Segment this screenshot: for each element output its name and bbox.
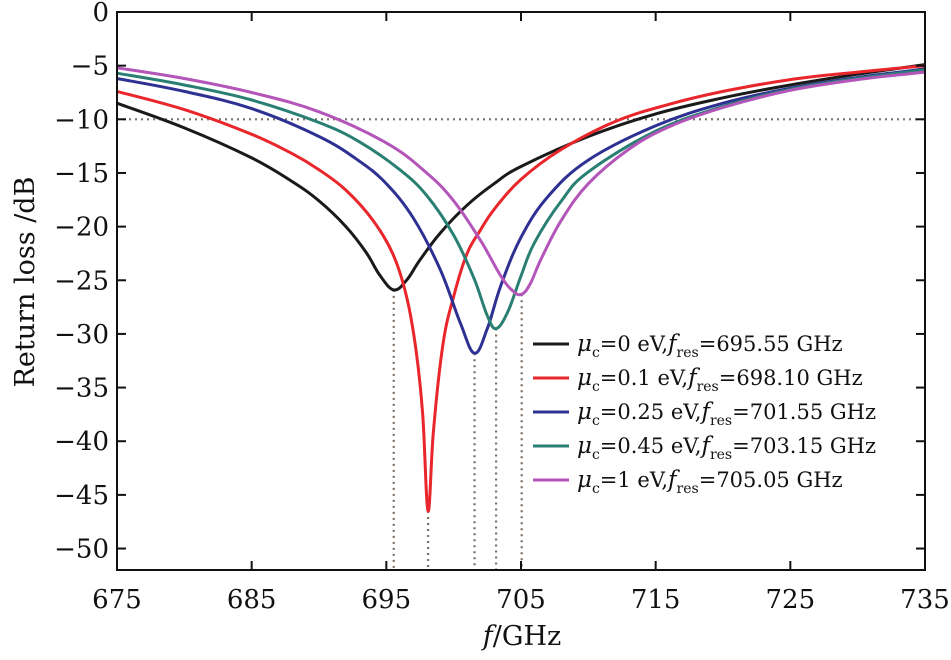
x-axis-title: f/GHz	[481, 621, 561, 652]
y-tick-label: −45	[54, 481, 109, 511]
series-line	[116, 63, 926, 292]
axis-ticks	[116, 11, 926, 570]
y-tick-label: −35	[54, 374, 109, 404]
y-tick-label: −15	[54, 159, 109, 189]
series-line	[116, 67, 926, 355]
x-tick-label: 685	[227, 585, 277, 615]
x-tick-label: 675	[92, 585, 142, 615]
legend: μc=0 eV,fres=695.55 GHz μc=0.1 eV,fres=69…	[533, 331, 876, 497]
legend-entry: μc=0.25 eV,fres=701.55 GHz	[577, 399, 876, 429]
series-lines	[116, 63, 926, 513]
x-tick-label: 705	[496, 585, 546, 615]
y-tick-label: −40	[54, 427, 109, 457]
y-tick-label: −25	[54, 266, 109, 296]
y-tick-label: −5	[71, 52, 109, 82]
tick-labels: 675 685 695 705 715 725 735 0 −5 −10 −15 −20 −25 −30 −…	[54, 0, 950, 615]
y-tick-label: −30	[54, 320, 109, 350]
series-line	[116, 68, 926, 331]
y-tick-label: −50	[54, 535, 109, 565]
reference-lines	[117, 118, 925, 570]
x-tick-label: 695	[362, 585, 412, 615]
x-tick-label: 735	[900, 585, 950, 615]
series-line	[116, 64, 926, 513]
legend-entry: μc=0 eV,fres=695.55 GHz	[577, 331, 843, 361]
y-tick-label: −20	[54, 213, 109, 243]
y-tick-label: 0	[92, 0, 109, 28]
legend-entry: μc=0.45 eV,fres=703.15 GHz	[577, 433, 876, 463]
x-tick-label: 715	[631, 585, 681, 615]
legend-entry: μc=0.1 eV,fres=698.10 GHz	[577, 365, 863, 395]
x-axis-unit: /GHz	[493, 621, 561, 652]
x-tick-label: 725	[766, 585, 816, 615]
legend-entry: μc=1 eV,fres=705.05 GHz	[577, 467, 843, 497]
y-tick-label: −10	[54, 105, 109, 135]
series-line	[116, 66, 926, 297]
y-axis-title: Return loss /dB	[10, 177, 41, 388]
